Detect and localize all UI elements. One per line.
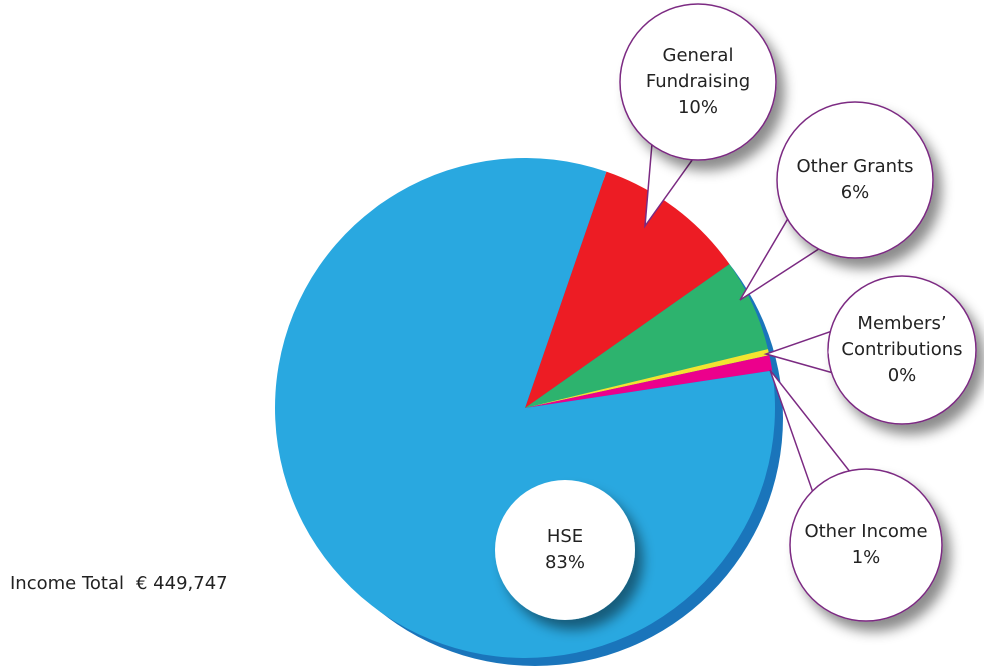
category-label: HSE	[546, 526, 584, 547]
callout-label: HSE 83%	[520, 524, 610, 576]
pie-slice	[525, 171, 730, 408]
income-total: Income Total € 449,747	[10, 573, 228, 594]
value-label: 10%	[677, 97, 718, 118]
callout-bubble	[495, 480, 635, 620]
pie-slice	[275, 157, 775, 658]
category-label: Other Grants	[796, 156, 914, 177]
category-label: Members’ Contributions	[841, 313, 963, 360]
callout-label: Other Grants 6%	[785, 154, 925, 206]
value-label: 6%	[840, 182, 870, 203]
callout-label: Other Income 1%	[796, 519, 936, 571]
pie-slice	[525, 264, 768, 408]
pie-slice	[525, 349, 770, 408]
total-value: € 449,747	[136, 573, 228, 594]
value-label: 83%	[544, 552, 585, 573]
callout-tail-cover	[789, 180, 855, 248]
pie-slice	[525, 355, 773, 408]
value-label: 1%	[851, 547, 881, 568]
callout-tail-cover	[814, 472, 866, 545]
value-label: 0%	[887, 365, 917, 386]
total-label: Income Total	[10, 573, 124, 594]
callout-tail-cover	[653, 82, 698, 159]
callout-label: Members’ Contributions 0%	[837, 311, 967, 389]
callout-label: General Fundraising 10%	[643, 43, 753, 121]
callout-tail-cover	[828, 333, 902, 371]
category-label: Other Income	[804, 521, 928, 542]
category-label: General Fundraising	[645, 45, 751, 92]
